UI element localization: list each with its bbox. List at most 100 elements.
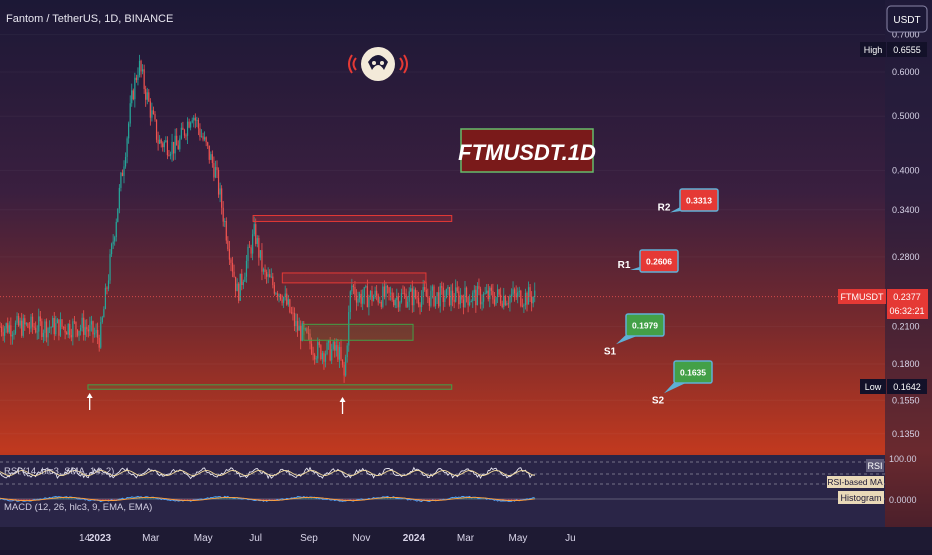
chart-title-text: FTMUSDT.1D: [458, 140, 596, 165]
candle-body: [419, 304, 420, 307]
candle-body: [204, 137, 205, 139]
candle-body: [291, 312, 292, 313]
histogram-tag-text: Histogram: [840, 493, 881, 503]
candle-body: [254, 224, 255, 234]
candle-body: [137, 75, 138, 80]
candle-body: [526, 293, 527, 305]
candle-body: [418, 298, 419, 304]
candle-body: [376, 291, 377, 296]
candle-body: [215, 167, 216, 177]
candle-body: [156, 120, 157, 140]
rsi-legend[interactable]: RSI (14, hlc3, SMA, 14, 2): [4, 466, 114, 477]
candle-body: [233, 272, 234, 277]
current-symbol: FTMUSDT: [841, 292, 884, 302]
candle-body: [247, 247, 248, 261]
candle-body: [506, 303, 507, 305]
candle-body: [27, 323, 28, 327]
candle-body: [221, 188, 222, 207]
candle-body: [283, 297, 284, 303]
candle-body: [435, 296, 436, 306]
candle-body: [508, 303, 509, 304]
candle-body: [525, 293, 526, 305]
candle-body: [486, 291, 487, 293]
candle-body: [511, 295, 512, 297]
candle-body: [370, 291, 371, 297]
candle-body: [333, 342, 334, 349]
candle-body: [342, 359, 343, 364]
candle-body: [522, 306, 523, 307]
low-label: Low: [865, 382, 882, 392]
candle-body: [491, 288, 492, 291]
candle-body: [413, 290, 414, 306]
candle-body: [29, 328, 30, 329]
rsi-ma-tag-text: RSI-based MA: [827, 477, 883, 487]
candle-body: [361, 294, 362, 304]
candle-body: [424, 287, 425, 290]
candle-body: [167, 140, 168, 155]
candle-body: [226, 221, 227, 240]
time-tick-label: Sep: [300, 533, 318, 544]
candle-body: [100, 322, 101, 348]
candle-body: [94, 333, 95, 334]
candle-body: [102, 317, 103, 322]
candle-body: [232, 263, 233, 272]
candle-body: [427, 296, 428, 297]
candle-body: [472, 293, 473, 301]
candle-body: [35, 328, 36, 333]
currency-button[interactable]: USDT: [887, 6, 927, 32]
macd-legend[interactable]: MACD (12, 26, hlc3, 9, EMA, EMA): [4, 502, 152, 513]
candle-body: [238, 284, 239, 301]
candle-body: [195, 118, 196, 121]
time-tick-label: 2024: [403, 533, 426, 544]
candle-body: [531, 297, 532, 303]
candle-body: [128, 124, 129, 139]
candle-body: [105, 288, 106, 309]
callout-value-r2: 0.3313: [686, 196, 712, 206]
candle-body: [134, 78, 135, 99]
candle-body: [83, 318, 84, 335]
candle-body: [159, 140, 160, 144]
candle-body: [371, 291, 372, 301]
candle-body: [252, 234, 253, 253]
candle-body: [212, 154, 213, 163]
time-tick-label: Nov: [353, 533, 371, 544]
candle-body: [314, 355, 315, 360]
candle-body: [384, 287, 385, 298]
level-name-r1: R1: [618, 260, 631, 271]
candle-body: [140, 61, 141, 72]
price-tick-label: 0.4000: [892, 165, 920, 175]
level-name-s1: S1: [604, 346, 617, 357]
candle-body: [237, 284, 238, 291]
candle-body: [478, 286, 479, 289]
candle-body: [330, 341, 331, 361]
candle-body: [450, 291, 451, 306]
candle-body: [463, 300, 464, 308]
candle-body: [260, 250, 261, 258]
candle-body: [282, 299, 283, 302]
candle-body: [171, 142, 172, 154]
candle-body: [190, 123, 191, 128]
candle-body: [337, 345, 338, 360]
price-tick-label: 0.1350: [892, 429, 920, 439]
candle-body: [326, 343, 327, 354]
candle-body: [201, 136, 202, 137]
candle-body: [216, 167, 217, 170]
candle-body: [505, 296, 506, 305]
candle-body: [534, 291, 535, 297]
price-tick-label: 0.1550: [892, 395, 920, 405]
candle-body: [271, 277, 272, 278]
candle-body: [503, 296, 504, 307]
candle-body: [161, 140, 162, 144]
candle-body: [509, 296, 510, 303]
candle-body: [184, 130, 185, 136]
candle-body: [52, 318, 53, 327]
candle-body: [407, 302, 408, 307]
candle-body: [492, 291, 493, 300]
candle-body: [392, 293, 393, 300]
candle-body: [69, 324, 70, 335]
candle-body: [319, 342, 320, 345]
currency-button-label: USDT: [893, 15, 920, 26]
candle-body: [404, 293, 405, 294]
